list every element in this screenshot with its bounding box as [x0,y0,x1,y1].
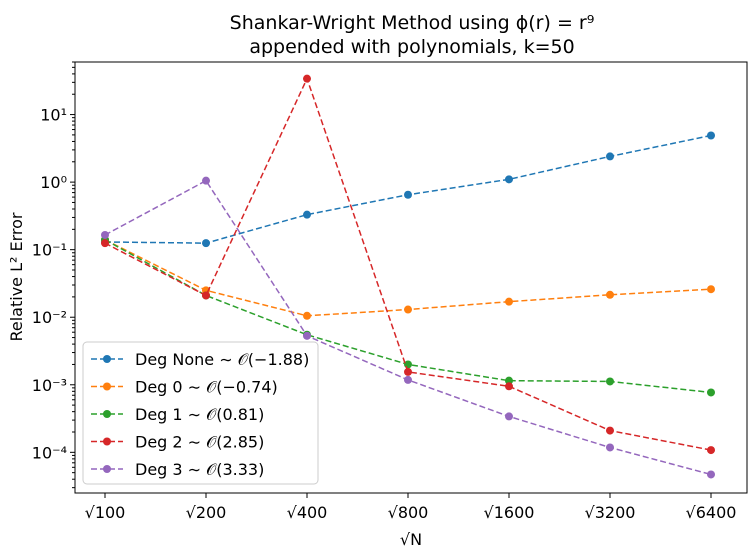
data-point [202,239,210,248]
x-tick-label: √100 [85,503,126,522]
series-0 [101,131,715,248]
data-point [505,382,513,391]
y-axis-label: Relative L² Error [7,212,26,341]
legend-item: Deg 0 ∼ 𝒪(−0.74) [91,378,278,397]
x-tick-label: √200 [186,503,227,522]
legend-marker [103,382,111,391]
data-point [202,176,210,185]
legend-box [82,341,319,485]
legend-marker [103,465,111,473]
data-point [606,377,614,386]
legend-label: Deg 2 ∼ 𝒪(2.85) [135,433,264,452]
chart-title-line1: Shankar-Wright Method using ϕ(r) = r⁹ [230,12,595,34]
legend-marker [103,437,111,446]
data-point [707,131,715,140]
legend-label: Deg 3 ∼ 𝒪(3.33) [135,460,264,479]
y-tick-label: 10⁻¹ [32,241,67,260]
series-4 [101,176,715,479]
legend-marker [103,410,111,418]
data-point [707,388,715,397]
data-point [101,230,109,239]
series-line [104,239,712,317]
x-tick-label: √6400 [686,503,737,522]
data-point [303,331,311,340]
x-tick-label: √800 [388,503,429,522]
y-tick-label: 10⁻² [32,308,67,327]
x-axis: √100 √200 √400 √800 √1600 √3200 √6400 [85,493,737,522]
data-point [707,446,715,455]
data-point [404,367,412,376]
data-point [303,311,311,320]
x-tick-label: √3200 [585,503,636,522]
y-axis: 10⁻⁴ 10⁻³ 10⁻² 10⁻¹ 10⁰ 10¹ [32,61,75,489]
data-point [707,285,715,294]
data-point [303,210,311,219]
data-point [606,152,614,161]
plot-frame [74,61,748,494]
legend-item: Deg 1 ∼ 𝒪(0.81) [91,405,264,424]
legend-label: Deg 1 ∼ 𝒪(0.81) [135,405,264,424]
x-tick-label: √1600 [484,503,535,522]
data-point [404,305,412,314]
legend-label: Deg None ∼ 𝒪(−1.88) [135,350,309,369]
data-point [505,297,513,306]
legend-item: Deg None ∼ 𝒪(−1.88) [91,350,309,369]
data-point [606,426,614,435]
x-tick-label: √400 [287,503,328,522]
data-point [505,412,513,421]
legend: Deg None ∼ 𝒪(−1.88) Deg 0 ∼ 𝒪(−0.74) Deg 1… [82,341,319,485]
legend-label: Deg 0 ∼ 𝒪(−0.74) [135,378,278,397]
legend-item: Deg 2 ∼ 𝒪(2.85) [91,433,264,452]
x-axis-label: √N [400,530,422,549]
y-tick-label: 10⁻³ [32,376,67,395]
data-point [202,291,210,300]
y-tick-label: 10⁻⁴ [32,443,67,462]
series-line [104,134,712,244]
chart-title-line2: appended with polynomials, k=50 [249,36,574,58]
series-layer [101,74,715,479]
series-1 [101,235,715,320]
data-point [505,376,513,385]
y-tick-label: 10⁰ [40,173,67,192]
series-3 [101,74,715,455]
legend-marker [103,355,111,363]
data-point [404,190,412,199]
data-point [606,443,614,452]
data-point [606,290,614,299]
data-point [505,175,513,184]
y-tick-label: 10¹ [40,106,67,125]
data-point [404,375,412,384]
legend-item: Deg 3 ∼ 𝒪(3.33) [91,460,264,479]
data-point [707,470,715,479]
data-point [303,74,311,83]
data-point [101,239,109,248]
